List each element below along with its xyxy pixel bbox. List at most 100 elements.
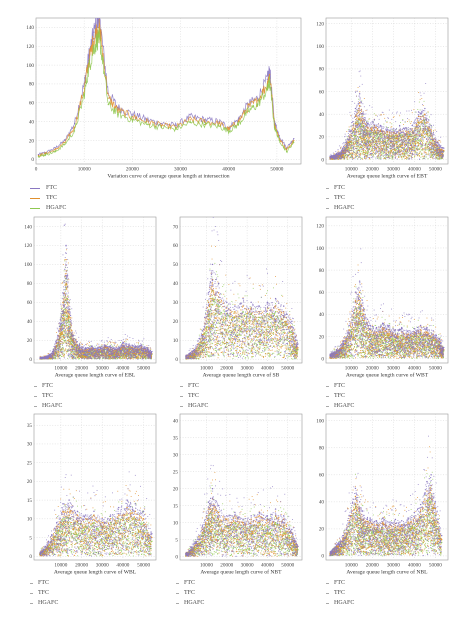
ebt-scatter-dot bbox=[433, 139, 434, 141]
ebt-scatter-dot bbox=[339, 151, 341, 153]
ebt-scatter-dot bbox=[418, 142, 419, 143]
ebt-scatter-dot bbox=[373, 139, 375, 141]
ebt-scatter-dot bbox=[370, 144, 372, 146]
ebt-scatter-dot bbox=[434, 143, 436, 145]
ebt-scatter-dot bbox=[388, 143, 390, 145]
ebt-scatter-dot bbox=[364, 130, 366, 131]
ebt-scatter-dot bbox=[408, 143, 410, 144]
ebt-scatter-dot bbox=[379, 150, 381, 152]
ebt-scatter-dot bbox=[389, 153, 391, 155]
ebt-scatter-dot bbox=[340, 150, 342, 152]
ebt-scatter-dot bbox=[338, 156, 339, 158]
ebt-scatter-dot bbox=[433, 145, 435, 147]
ebt-scatter-dot bbox=[417, 129, 419, 130]
ebt-scatter-dot bbox=[415, 128, 417, 130]
ebt-scatter-dot bbox=[399, 129, 400, 131]
ebt-scatter-dot bbox=[349, 134, 351, 136]
ebt-scatter-dot bbox=[356, 140, 358, 142]
ebt-point-ftc bbox=[411, 124, 413, 127]
ebt-scatter-dot bbox=[367, 127, 369, 129]
ebt-scatter-dot bbox=[380, 145, 382, 147]
main-point-tfc bbox=[107, 97, 109, 99]
ebt-scatter-dot bbox=[378, 134, 380, 136]
ebt-scatter-dot bbox=[429, 138, 431, 139]
ebt-scatter-dot bbox=[378, 157, 380, 159]
ebt-scatter-dot bbox=[425, 114, 426, 116]
ebt-scatter-dot bbox=[399, 151, 401, 152]
ebt-scatter-outlier bbox=[358, 98, 360, 100]
ebt-scatter-dot bbox=[380, 154, 382, 156]
ebt-scatter-dot bbox=[389, 139, 391, 141]
ebt-scatter-dot bbox=[339, 156, 341, 158]
ebt-scatter-dot bbox=[385, 148, 387, 150]
main-point-tfc bbox=[204, 121, 206, 123]
ebt-scatter-dot bbox=[396, 134, 398, 136]
ebt-scatter-dot bbox=[406, 130, 408, 131]
ebt-scatter-dot bbox=[353, 138, 355, 140]
ebt-scatter-dot bbox=[437, 158, 439, 160]
ebt-scatter-dot bbox=[425, 120, 427, 122]
ebt-scatter-dot bbox=[417, 125, 419, 127]
ebt-scatter-dot bbox=[391, 133, 393, 135]
ebt-scatter-dot bbox=[354, 155, 356, 157]
ebt-scatter-dot bbox=[409, 145, 411, 146]
ebt-scatter-dot bbox=[366, 129, 368, 131]
ebt-scatter-dot bbox=[427, 138, 429, 140]
ebt-scatter-dot bbox=[371, 148, 373, 150]
ebt-scatter-dot bbox=[390, 138, 392, 140]
ebt-scatter-dot bbox=[348, 138, 350, 140]
ebt-scatter-dot bbox=[358, 145, 359, 147]
ebt-scatter-dot bbox=[365, 156, 367, 158]
ebt-scatter-dot bbox=[407, 148, 409, 150]
ebt-scatter-dot bbox=[337, 152, 339, 153]
ebt-scatter-dot bbox=[417, 123, 419, 125]
ebt-scatter-dot bbox=[392, 153, 394, 155]
ebt-scatter-dot bbox=[351, 148, 353, 149]
ebt-scatter-dot bbox=[383, 147, 385, 149]
ebt-scatter-outlier bbox=[348, 126, 350, 128]
ebt-scatter-dot bbox=[423, 133, 425, 135]
ebt-scatter-outlier bbox=[355, 92, 356, 93]
ebt-scatter-dot bbox=[367, 152, 369, 154]
ebt-scatter-dot bbox=[433, 143, 435, 145]
ebt-scatter-dot bbox=[373, 124, 375, 125]
ebt-scatter-dot bbox=[377, 141, 379, 142]
ebt-scatter-dot bbox=[340, 158, 342, 160]
ebt-scatter-dot bbox=[398, 136, 400, 137]
ebt-scatter-dot bbox=[361, 145, 363, 147]
ebt-scatter-dot bbox=[433, 134, 435, 136]
ebt-scatter-dot bbox=[349, 145, 351, 146]
ebt-scatter-dot bbox=[357, 122, 359, 124]
ebt-scatter-dot bbox=[386, 145, 387, 147]
ebt-scatter-dot bbox=[431, 132, 432, 134]
ebt-scatter-dot bbox=[358, 128, 360, 130]
ebt-scatter-dot bbox=[346, 141, 348, 143]
ebl-ytick-label: 100 bbox=[24, 262, 32, 268]
ebt-scatter-dot bbox=[423, 119, 424, 121]
ebt-scatter-dot bbox=[433, 154, 435, 156]
ebt-scatter-dot bbox=[387, 155, 389, 156]
ebt-scatter-dot bbox=[364, 157, 366, 159]
ebt-scatter-dot bbox=[398, 130, 400, 132]
ebt-scatter-dot bbox=[416, 133, 418, 135]
ebt-scatter-dot bbox=[411, 152, 413, 154]
ebt-scatter-outlier bbox=[366, 109, 368, 111]
ebt-scatter-dot bbox=[378, 155, 379, 157]
ebt-scatter-outlier bbox=[402, 119, 404, 121]
ebt-scatter-dot bbox=[356, 105, 358, 107]
ebt-scatter-dot bbox=[354, 129, 355, 131]
ebt-scatter-dot bbox=[404, 153, 405, 155]
ebt-scatter-dot bbox=[380, 150, 382, 152]
ebt-scatter-dot bbox=[410, 139, 412, 141]
ebt-scatter-dot bbox=[392, 136, 393, 138]
ebt-scatter-dot bbox=[374, 153, 375, 154]
main-point-tfc bbox=[160, 124, 162, 126]
ebt-scatter-dot bbox=[361, 121, 363, 123]
ebt-scatter-dot bbox=[346, 146, 348, 148]
ebt-scatter-dot bbox=[377, 126, 379, 127]
ebt-scatter-dot bbox=[388, 139, 389, 141]
ebt-scatter-outlier bbox=[391, 126, 393, 128]
ebt-scatter-dot bbox=[437, 145, 439, 147]
ebt-scatter-dot bbox=[412, 142, 413, 144]
ebt-scatter-dot bbox=[409, 150, 411, 152]
